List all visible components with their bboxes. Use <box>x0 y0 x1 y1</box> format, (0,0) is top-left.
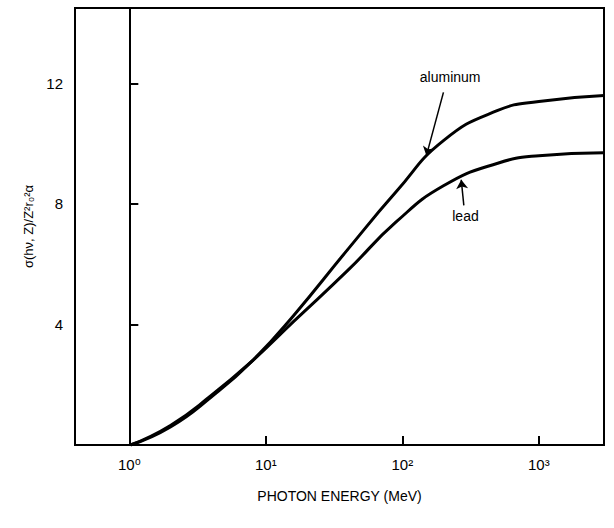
svg-text:12: 12 <box>46 75 63 92</box>
svg-text:lead: lead <box>452 208 478 224</box>
svg-text:8: 8 <box>55 195 63 212</box>
svg-text:PHOTON ENERGY (MeV): PHOTON ENERGY (MeV) <box>257 488 421 504</box>
svg-text:σ(hν, Z)/Z²r₀²α: σ(hν, Z)/Z²r₀²α <box>21 185 36 269</box>
svg-text:10²: 10² <box>392 456 414 473</box>
svg-text:10³: 10³ <box>528 456 550 473</box>
svg-text:aluminum: aluminum <box>420 69 481 85</box>
svg-text:4: 4 <box>55 316 63 333</box>
svg-text:10⁰: 10⁰ <box>118 456 141 473</box>
svg-text:10¹: 10¹ <box>255 456 277 473</box>
